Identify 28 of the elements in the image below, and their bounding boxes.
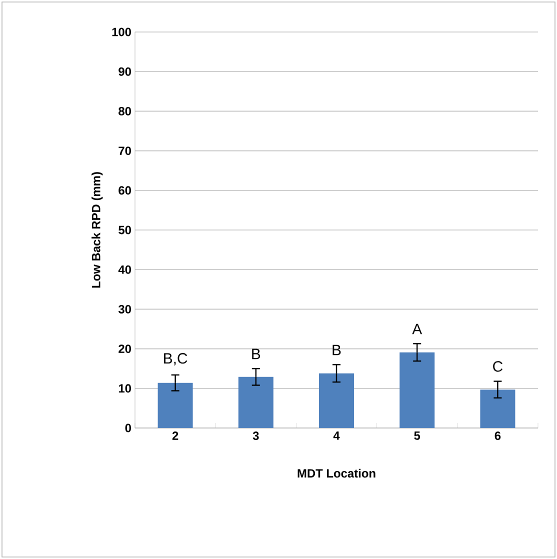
y-tick-label: 70 bbox=[118, 146, 131, 156]
annotation: C bbox=[493, 361, 503, 372]
annotation: B,C bbox=[164, 353, 188, 366]
y-tick-label: 60 bbox=[118, 186, 131, 195]
bar bbox=[319, 373, 354, 428]
y-tick-label: 10 bbox=[118, 384, 131, 393]
y-tick-label: 50 bbox=[118, 226, 131, 234]
y-tick-label: 20 bbox=[118, 344, 131, 354]
y-tick-label: 30 bbox=[118, 304, 131, 314]
bar bbox=[238, 376, 274, 428]
y-tick-label: 40 bbox=[118, 265, 131, 274]
x-tick-label: 4 bbox=[333, 432, 340, 440]
y-tick-label: 100 bbox=[112, 28, 131, 36]
bar bbox=[400, 352, 435, 428]
annotation: B bbox=[252, 348, 260, 360]
x-tick-label: 3 bbox=[252, 432, 259, 440]
bar bbox=[158, 382, 193, 428]
annotation: B bbox=[332, 344, 341, 356]
y-tick-label: 0 bbox=[125, 424, 131, 432]
y-axis-title: Low Back RPD (mm) bbox=[92, 172, 103, 288]
y-tick-label: 80 bbox=[118, 106, 131, 116]
annotation: A bbox=[412, 324, 422, 334]
x-tick-label: 6 bbox=[494, 432, 501, 440]
y-tick-label: 90 bbox=[118, 67, 131, 76]
x-axis-title: MDT Location bbox=[298, 468, 376, 478]
bar bbox=[480, 390, 516, 428]
x-tick-label: 5 bbox=[414, 432, 420, 440]
x-tick-label: 2 bbox=[172, 432, 178, 440]
